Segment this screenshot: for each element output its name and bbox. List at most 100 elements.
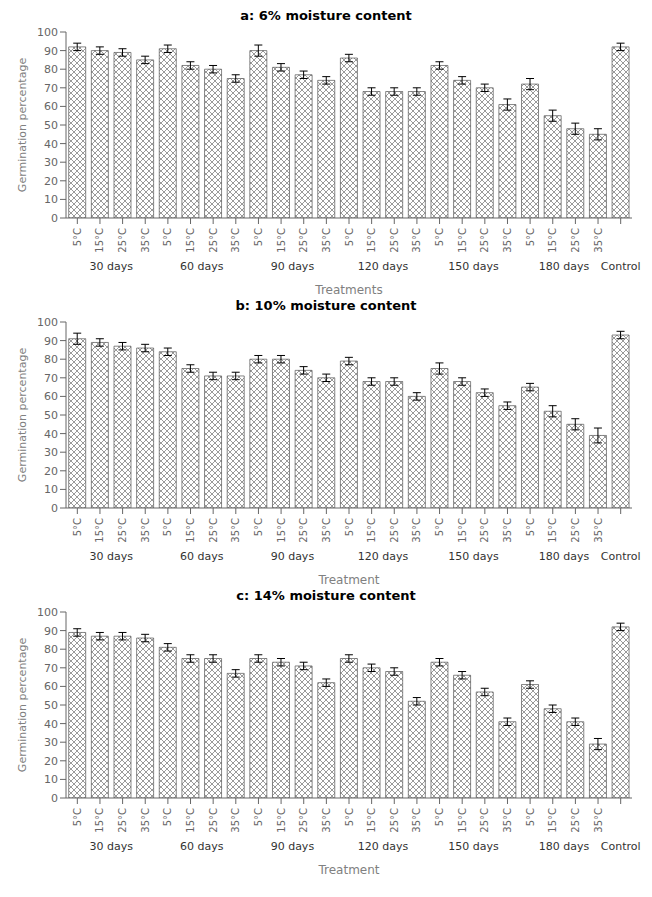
svg-text:0: 0 — [51, 212, 58, 225]
svg-text:5°C: 5°C — [434, 228, 445, 246]
svg-text:35°C: 35°C — [593, 228, 604, 253]
svg-text:15°C: 15°C — [276, 228, 287, 253]
svg-text:25°C: 25°C — [117, 228, 128, 253]
svg-text:25°C: 25°C — [389, 518, 400, 543]
svg-text:180 days: 180 days — [539, 550, 590, 563]
svg-text:35°C: 35°C — [321, 228, 332, 253]
svg-text:90 days: 90 days — [271, 550, 315, 563]
svg-text:30: 30 — [44, 156, 58, 169]
svg-text:15°C: 15°C — [547, 228, 558, 253]
svg-text:Control: Control — [601, 840, 641, 853]
svg-text:30 days: 30 days — [90, 260, 134, 273]
svg-text:Control: Control — [601, 260, 641, 273]
svg-text:Treatment: Treatment — [317, 863, 379, 877]
svg-text:90: 90 — [44, 625, 58, 638]
svg-text:15°C: 15°C — [366, 228, 377, 253]
svg-text:90 days: 90 days — [271, 260, 315, 273]
svg-text:180 days: 180 days — [539, 260, 590, 273]
svg-text:5°C: 5°C — [72, 808, 83, 826]
svg-text:5°C: 5°C — [72, 518, 83, 536]
svg-text:25°C: 25°C — [570, 808, 581, 833]
svg-text:15°C: 15°C — [94, 518, 105, 543]
svg-text:15°C: 15°C — [366, 808, 377, 833]
svg-text:100: 100 — [37, 26, 58, 39]
svg-text:25°C: 25°C — [479, 808, 490, 833]
svg-text:15°C: 15°C — [94, 228, 105, 253]
svg-text:35°C: 35°C — [411, 808, 422, 833]
svg-text:150 days: 150 days — [448, 260, 499, 273]
svg-text:25°C: 25°C — [479, 228, 490, 253]
svg-text:70: 70 — [44, 372, 58, 385]
svg-text:15°C: 15°C — [276, 518, 287, 543]
svg-text:35°C: 35°C — [230, 518, 241, 543]
svg-text:5°C: 5°C — [344, 808, 355, 826]
svg-text:25°C: 25°C — [298, 808, 309, 833]
svg-text:15°C: 15°C — [94, 808, 105, 833]
svg-text:15°C: 15°C — [185, 808, 196, 833]
svg-text:0: 0 — [51, 502, 58, 515]
svg-text:25°C: 25°C — [208, 808, 219, 833]
svg-text:80: 80 — [44, 353, 58, 366]
svg-text:5°C: 5°C — [253, 808, 264, 826]
svg-text:20: 20 — [44, 175, 58, 188]
svg-text:30 days: 30 days — [90, 550, 134, 563]
svg-text:5°C: 5°C — [72, 228, 83, 246]
svg-text:30: 30 — [44, 736, 58, 749]
svg-text:70: 70 — [44, 662, 58, 675]
svg-text:80: 80 — [44, 643, 58, 656]
svg-text:0: 0 — [51, 792, 58, 805]
svg-text:35°C: 35°C — [230, 808, 241, 833]
svg-text:5°C: 5°C — [253, 518, 264, 536]
svg-text:15°C: 15°C — [457, 228, 468, 253]
svg-text:20: 20 — [44, 755, 58, 768]
svg-text:25°C: 25°C — [389, 228, 400, 253]
svg-text:25°C: 25°C — [298, 228, 309, 253]
svg-text:25°C: 25°C — [479, 518, 490, 543]
svg-text:70: 70 — [44, 82, 58, 95]
svg-text:5°C: 5°C — [253, 228, 264, 246]
svg-text:Germination percentage: Germination percentage — [16, 348, 29, 483]
svg-text:120 days: 120 days — [358, 840, 409, 853]
svg-text:Treatments: Treatments — [314, 283, 382, 297]
svg-text:25°C: 25°C — [298, 518, 309, 543]
svg-text:120 days: 120 days — [358, 260, 409, 273]
svg-text:35°C: 35°C — [140, 808, 151, 833]
svg-text:25°C: 25°C — [389, 808, 400, 833]
svg-text:5°C: 5°C — [434, 518, 445, 536]
svg-text:15°C: 15°C — [547, 518, 558, 543]
svg-text:60 days: 60 days — [180, 840, 224, 853]
svg-text:100: 100 — [37, 316, 58, 329]
svg-text:90: 90 — [44, 335, 58, 348]
svg-text:10: 10 — [44, 773, 58, 786]
svg-text:15°C: 15°C — [185, 228, 196, 253]
svg-text:Germination percentage: Germination percentage — [16, 58, 29, 193]
svg-text:5°C: 5°C — [344, 228, 355, 246]
svg-text:15°C: 15°C — [547, 808, 558, 833]
svg-text:30 days: 30 days — [90, 840, 134, 853]
svg-text:40: 40 — [44, 428, 58, 441]
svg-text:25°C: 25°C — [208, 228, 219, 253]
svg-text:150 days: 150 days — [448, 550, 499, 563]
svg-text:10: 10 — [44, 193, 58, 206]
svg-text:35°C: 35°C — [411, 518, 422, 543]
svg-text:90 days: 90 days — [271, 840, 315, 853]
svg-text:30: 30 — [44, 446, 58, 459]
svg-text:35°C: 35°C — [502, 518, 513, 543]
svg-text:50: 50 — [44, 409, 58, 422]
svg-text:35°C: 35°C — [593, 518, 604, 543]
svg-text:35°C: 35°C — [140, 228, 151, 253]
svg-text:25°C: 25°C — [570, 518, 581, 543]
svg-text:60 days: 60 days — [180, 260, 224, 273]
svg-text:80: 80 — [44, 63, 58, 76]
svg-text:35°C: 35°C — [230, 228, 241, 253]
svg-text:5°C: 5°C — [525, 518, 536, 536]
svg-text:180 days: 180 days — [539, 840, 590, 853]
svg-text:25°C: 25°C — [570, 228, 581, 253]
svg-text:50: 50 — [44, 119, 58, 132]
svg-text:60: 60 — [44, 100, 58, 113]
svg-text:40: 40 — [44, 138, 58, 151]
svg-text:15°C: 15°C — [185, 518, 196, 543]
svg-text:5°C: 5°C — [344, 518, 355, 536]
svg-text:15°C: 15°C — [366, 518, 377, 543]
svg-text:15°C: 15°C — [276, 808, 287, 833]
